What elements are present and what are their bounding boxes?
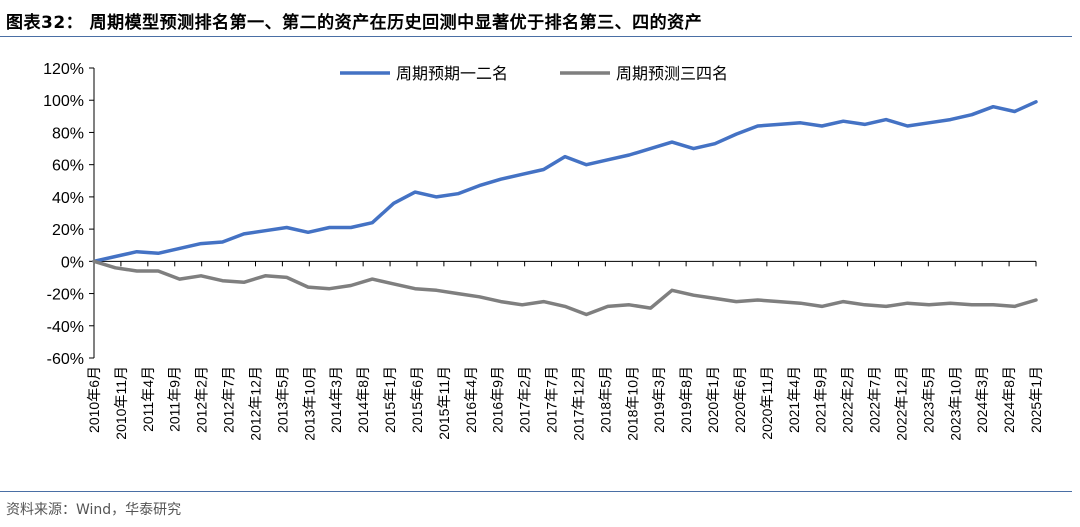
x-tick-label: 2017年12月 [570,366,586,441]
source-note: 资料来源：Wind，华泰研究 [6,502,182,518]
chart-legend: 周期预期一二名 周期预测三四名 [340,65,728,83]
x-tick-label: 2023年5月 [920,366,936,433]
x-tick-label: 2023年10月 [947,366,963,441]
y-tick-label: 80% [52,125,84,142]
x-tick-label: 2022年7月 [867,366,883,433]
x-tick-label: 2024年8月 [1001,366,1017,433]
legend-label: 周期预期一二名 [396,65,508,83]
x-tick-label: 2017年7月 [544,366,560,433]
x-tick-label: 2019年8月 [678,366,694,433]
x-tick-label: 2015年11月 [436,366,452,440]
x-tick-label: 2010年6月 [86,366,102,433]
x-tick-label: 2022年12月 [893,366,909,441]
chart-axes: 120% 100% 80% 60% 40% 20% 0% -20% -40% -60%2010年6… [43,61,1044,441]
x-tick-label: 2013年10月 [301,366,317,441]
x-tick-label: 2013年5月 [274,366,290,433]
x-tick-label: 2016年4月 [463,366,479,433]
y-tick-label: -20% [47,287,84,304]
line-chart: 120% 100% 80% 60% 40% 20% 0% -20% -40% -60%2010年6… [43,61,1044,441]
x-tick-label: 2018年10月 [624,366,640,441]
x-tick-label: 2022年2月 [840,366,856,433]
y-tick-label: -60% [47,351,84,368]
y-tick-label: 60% [52,158,84,175]
x-tick-label: 2012年7月 [221,366,237,433]
series-layer [92,100,1038,317]
x-tick-label: 2021年4月 [786,366,802,433]
x-tick-label: 2018年5月 [597,366,613,433]
x-tick-label: 2012年12月 [247,366,263,441]
series-line-top-ranked [92,100,1038,264]
x-tick-label: 2010年11月 [113,366,129,440]
x-tick-label: 2025年1月 [1028,366,1044,433]
y-tick-label: -40% [47,319,84,336]
y-tick-label: 20% [52,222,84,239]
x-tick-label: 2021年9月 [813,366,829,433]
x-tick-label: 2011年9月 [167,366,183,432]
figure-title: 图表32： 周期模型预测排名第一、第二的资产在历史回测中显著优于排名第三、四的资… [6,13,703,33]
x-tick-label: 2020年1月 [705,366,721,433]
x-tick-label: 2015年6月 [409,366,425,433]
legend-label: 周期预测三四名 [616,65,728,83]
series-line-bottom-ranked [92,259,1038,317]
y-tick-label: 40% [52,190,84,207]
x-tick-label: 2015年1月 [382,366,398,433]
x-tick-label: 2016年9月 [490,366,506,433]
top-rule [0,36,1072,37]
x-tick-label: 2019年3月 [651,366,667,433]
x-tick-label: 2017年2月 [517,366,533,433]
y-tick-label: 0% [61,254,84,271]
x-tick-label: 2012年2月 [194,366,210,433]
x-tick-label: 2024年3月 [974,366,990,433]
y-tick-label: 120% [43,61,84,78]
x-tick-label: 2011年4月 [140,366,156,432]
y-tick-label: 100% [43,93,84,110]
bottom-rule [0,491,1072,492]
x-tick-label: 2014年8月 [355,366,371,433]
x-tick-label: 2020年11月 [759,366,775,440]
x-tick-label: 2014年3月 [328,366,344,433]
x-tick-label: 2020年6月 [732,366,748,433]
